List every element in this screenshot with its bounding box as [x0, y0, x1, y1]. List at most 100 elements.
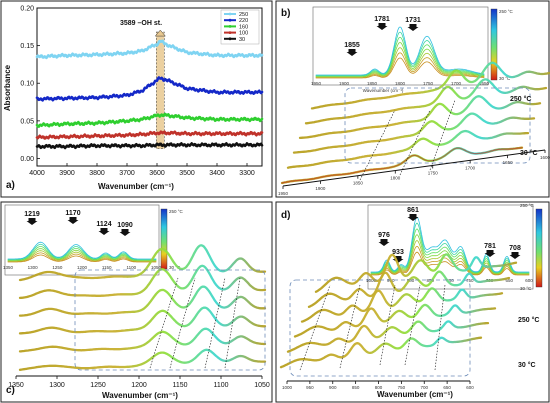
panel-a-band-arrow-top: [154, 29, 166, 37]
panel-b-temp-bottom: 30 °C: [520, 149, 538, 157]
panelC-inset-tick-label: 1100: [126, 265, 136, 270]
panelD-inset-peak-label: 861: [407, 207, 419, 214]
panelC-inset-curve: [7, 243, 157, 260]
panelC-inset-curve: [7, 241, 157, 260]
panelC-xaxis-tick-label: 1050: [254, 382, 270, 389]
panelC-main-guide: [149, 277, 179, 369]
panelC-inset-tick-label: 1350: [3, 265, 14, 270]
panel-c-colorbar-bottom: 30 °C: [169, 265, 181, 270]
panel-d-waterfall: [279, 253, 518, 371]
panelB-inset-tick-label: 1900: [339, 81, 350, 86]
panelC-main-trace: [18, 285, 267, 317]
panel-b-colorbar: [490, 8, 498, 81]
panel-c-inset: [4, 204, 160, 276]
panel-d-colorbar: [535, 208, 543, 288]
panelD-xaxis-tick-label: 850: [352, 385, 360, 390]
panelB-xaxis-tick-label: 1800: [390, 176, 401, 181]
panelC-xaxis-tick-label: 1150: [172, 382, 187, 389]
panel-a-series-line: [35, 76, 264, 102]
panelB-inset-peak-arrow: [407, 24, 419, 31]
panelD-xaxis-tick-label: 800: [375, 385, 383, 390]
panelB-inset-tick-label: 1800: [395, 81, 406, 86]
panelD-main-trace: [286, 320, 490, 353]
panelC-main-trace: [18, 348, 267, 371]
panelD-inset-peak-label: 976: [378, 232, 390, 239]
panelC-main-trace: [18, 327, 267, 353]
panelD-xaxis-tick-label: 650: [443, 385, 451, 390]
panelB-inset-curve: [315, 52, 485, 78]
panelB-inset-tick-label: 1950: [311, 81, 322, 86]
panel-d-xaxis: 1000 950 900 850 800 750 700 650 600: [282, 380, 474, 390]
panelB-inset-peak-arrow: [346, 49, 358, 56]
panelC-inset-curve: [7, 248, 157, 261]
panel-c-inset-plot: 1350 1300 1250 1200 1150 1100 1050 1219 1170 1124…: [3, 210, 162, 270]
panelD-inset-curve: [370, 228, 530, 274]
panelD-xaxis-tick-label: 600: [466, 385, 474, 390]
panel-a-legend-label: 30: [239, 37, 245, 43]
panelD-inset-tick-label: 650: [505, 278, 513, 283]
panelD-inset-tick-label: 800: [446, 278, 454, 283]
panelC-inset-peak-arrow: [98, 228, 110, 235]
panel-c-xlabel: Wavenumber (cm⁻¹): [102, 391, 178, 400]
panel-b-waterfall: [280, 61, 550, 185]
panel-a-xlabel: Wavenumber (cm⁻¹): [98, 182, 174, 191]
panelC-inset-curve: [7, 250, 157, 262]
panel-d-temp-top: 250 °C: [518, 316, 539, 324]
panelC-main-guide: [204, 277, 226, 369]
panelD-xaxis-tick-label: 950: [306, 385, 314, 390]
panelB-inset-curve: [315, 57, 485, 79]
panelB-inset-tick-label: 1750: [423, 81, 434, 86]
panel-a-series-line: [35, 142, 264, 150]
panelC-xaxis-tick-label: 1300: [49, 382, 65, 389]
panelD-main-trace: [307, 270, 511, 308]
panelD-xaxis-tick-label: 1000: [282, 385, 293, 390]
panelB-inset-peak-arrow: [376, 23, 388, 30]
panelC-xaxis-tick-label: 1350: [8, 382, 24, 389]
panel-a-legend-label: 160: [239, 24, 248, 30]
panelB-inset-peak-label: 1855: [344, 42, 360, 49]
panelB-xaxis-tick-label: 1700: [465, 165, 476, 170]
panel-a-series-line: [35, 39, 264, 60]
panel-a-legend-label: 220: [239, 18, 248, 24]
panelD-inset-tick-label: 850: [426, 278, 434, 283]
panelD-inset-tick-label: 1000: [366, 278, 377, 283]
panelC-inset-peak-label: 1170: [65, 210, 80, 217]
panel-a-legend-marker: [228, 31, 232, 34]
panelB-xaxis-tick-label: 1650: [503, 160, 514, 165]
panel-a-legend-label: 100: [239, 31, 248, 37]
panelB-main-trace: [292, 112, 536, 154]
panelC-inset-tick-label: 1150: [102, 265, 112, 270]
panelC-inset-tick-label: 1300: [28, 265, 39, 270]
panel-a-xtick-label: 3600: [149, 170, 165, 177]
panel-b-xaxis: 1950 1900 1850 1800 1750 1700 1650 1600: [278, 149, 550, 196]
panelD-inset-curve: [370, 222, 530, 273]
panel-d-colorbar-bottom: 30 °C: [520, 286, 532, 291]
panelB-xaxis-tick-label: 1750: [428, 170, 439, 175]
panelB-inset-peak-label: 1731: [405, 17, 421, 24]
panel-a-xtick-label: 3400: [209, 170, 225, 177]
panelB-main-trace: [310, 61, 550, 110]
panelD-xaxis-tick-label: 750: [398, 385, 406, 390]
panelC-xaxis-tick-label: 1200: [131, 382, 147, 389]
panel-c: 1350 1300 1250 1200 1150 1100 1050 1219 1170 1124…: [0, 201, 273, 403]
panel-a-ytick-label: 0.00: [20, 156, 34, 163]
panelB-main-trace: [298, 95, 542, 140]
panelC-main-guide: [169, 277, 196, 369]
panel-a-legend-marker: [228, 37, 232, 41]
panel-a-legend-marker: [228, 25, 232, 28]
panelB-inset-curve: [315, 47, 485, 78]
panelD-inset-curve: [370, 251, 530, 276]
panel-c-dashed-region: [74, 269, 266, 371]
panel-c-xaxis: 1350 1300 1250 1200 1150 1100 1050: [8, 375, 270, 389]
panelC-inset-peak-arrow: [67, 217, 79, 224]
panelB-xaxis-tick-label: 1900: [315, 186, 326, 191]
panelB-xaxis-line: [282, 149, 546, 187]
panel-c-colorbar-top: 250 °C: [169, 209, 184, 214]
panelB-main-guide: [429, 99, 456, 171]
panelD-inset-peak-arrow: [484, 250, 496, 257]
panelC-xaxis-tick-label: 1250: [90, 382, 106, 389]
panelD-inset-curve: [370, 246, 530, 275]
panel-a: 4000 3900 3800 3700 3600 3500 3400 3300 0.00 0.05…: [0, 0, 273, 198]
panel-c-letter: c): [6, 385, 15, 396]
